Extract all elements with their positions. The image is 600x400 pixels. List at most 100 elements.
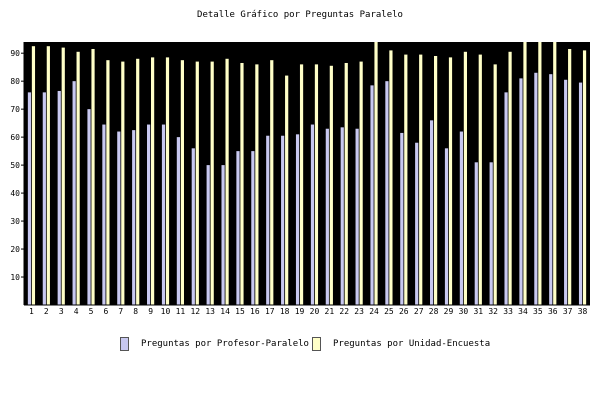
- bar-series1-cat-36: [553, 42, 557, 305]
- bar-series0-cat-11: [176, 137, 180, 305]
- y-tick-label-60: 60: [10, 133, 20, 142]
- bar-series1-cat-1: [31, 46, 36, 305]
- bar-series1-cat-18: [285, 75, 289, 306]
- legend-label-profesor: Preguntas por Profesor-Paralelo: [141, 339, 309, 349]
- x-tick-label-22: 22: [339, 307, 349, 316]
- x-tick-label-21: 21: [325, 307, 335, 316]
- bar-series0-cat-26: [400, 132, 404, 305]
- x-tick-label-16: 16: [250, 307, 260, 316]
- x-tick-label-28: 28: [429, 307, 439, 316]
- bar-series0-cat-9: [147, 124, 151, 305]
- bar-series1-cat-28: [434, 55, 438, 305]
- bar-series0-cat-3: [57, 90, 61, 305]
- x-tick-label-4: 4: [74, 307, 79, 316]
- chart-title: Detalle Gráfico por Preguntas Paralelo: [197, 10, 403, 20]
- bar-series0-cat-36: [549, 74, 553, 305]
- x-tick-label-31: 31: [473, 307, 483, 316]
- bar-series1-cat-19: [299, 64, 304, 305]
- bar-series0-cat-12: [191, 148, 195, 305]
- bar-series0-cat-33: [504, 92, 508, 306]
- y-tick-label-10: 10: [10, 273, 20, 282]
- x-tick-label-32: 32: [488, 307, 498, 316]
- bar-series1-cat-31: [478, 54, 482, 306]
- y-tick-label-90: 90: [10, 49, 20, 58]
- bar-series0-cat-24: [370, 85, 374, 305]
- x-tick-label-3: 3: [59, 307, 64, 316]
- x-tick-label-12: 12: [190, 307, 200, 316]
- bar-series0-cat-18: [281, 135, 285, 305]
- x-tick-label-6: 6: [104, 307, 109, 316]
- legend-item-unidad: Preguntas por Unidad-Encuesta: [312, 336, 490, 352]
- legend-swatch-profesor: [120, 337, 129, 351]
- bar-series0-cat-29: [444, 148, 449, 305]
- x-tick-label-38: 38: [578, 307, 588, 316]
- bar-series0-cat-19: [295, 134, 300, 305]
- bar-series0-cat-22: [340, 127, 344, 305]
- x-tick-label-30: 30: [459, 307, 469, 316]
- bar-series0-cat-6: [102, 124, 106, 305]
- x-tick-label-2: 2: [44, 307, 49, 316]
- bar-series1-cat-35: [538, 42, 542, 305]
- bar-series1-cat-24: [374, 42, 378, 305]
- bar-series0-cat-8: [132, 130, 136, 305]
- legend-swatch-unidad: [312, 337, 321, 351]
- x-tick-label-18: 18: [280, 307, 290, 316]
- x-tick-label-35: 35: [533, 307, 543, 316]
- bar-series1-cat-5: [91, 48, 95, 305]
- x-tick-label-7: 7: [118, 307, 123, 316]
- bar-series0-cat-17: [266, 135, 270, 305]
- x-tick-label-19: 19: [295, 307, 305, 316]
- x-tick-label-17: 17: [265, 307, 275, 316]
- bar-series1-cat-34: [523, 42, 527, 305]
- bar-series1-cat-10: [165, 57, 170, 305]
- bar-series0-cat-30: [459, 131, 463, 305]
- bar-series0-cat-20: [310, 124, 315, 305]
- x-tick-label-15: 15: [235, 307, 245, 316]
- x-tick-label-5: 5: [89, 307, 94, 316]
- bar-series0-cat-21: [325, 128, 329, 305]
- bar-series0-cat-35: [534, 72, 538, 305]
- x-tick-label-10: 10: [161, 307, 171, 316]
- x-tick-label-1: 1: [29, 307, 34, 316]
- x-tick-label-27: 27: [414, 307, 424, 316]
- y-tick-label-50: 50: [10, 161, 20, 170]
- bar-series1-cat-14: [225, 58, 229, 306]
- y-tick-label-40: 40: [10, 189, 20, 198]
- x-tick-label-36: 36: [548, 307, 558, 316]
- x-tick-label-24: 24: [369, 307, 379, 316]
- bar-series1-cat-17: [270, 60, 274, 305]
- bar-series0-cat-32: [489, 162, 493, 305]
- bar-series1-cat-26: [404, 54, 408, 306]
- bar-series0-cat-15: [236, 151, 240, 305]
- x-tick-label-23: 23: [354, 307, 364, 316]
- bar-series1-cat-27: [419, 54, 423, 306]
- bar-series1-cat-8: [136, 58, 140, 306]
- bar-series0-cat-14: [221, 165, 225, 305]
- bar-series0-cat-16: [251, 151, 255, 305]
- bar-series1-cat-29: [448, 57, 453, 305]
- x-tick-label-9: 9: [148, 307, 153, 316]
- bar-series1-cat-38: [582, 50, 587, 305]
- x-tick-label-11: 11: [176, 307, 186, 316]
- bar-series0-cat-4: [72, 81, 76, 305]
- bar-series0-cat-28: [430, 120, 434, 305]
- bar-series0-cat-5: [87, 109, 91, 306]
- bar-series1-cat-37: [568, 48, 572, 305]
- bar-series1-cat-12: [195, 61, 199, 305]
- legend-label-unidad: Preguntas por Unidad-Encuesta: [333, 339, 491, 349]
- bar-series0-cat-38: [578, 82, 583, 305]
- bar-series0-cat-23: [355, 128, 359, 305]
- x-tick-label-34: 34: [518, 307, 528, 316]
- bar-series1-cat-2: [46, 46, 50, 305]
- y-tick-label-80: 80: [10, 77, 20, 86]
- x-tick-label-26: 26: [399, 307, 409, 316]
- x-tick-label-13: 13: [205, 307, 215, 316]
- bar-series1-cat-3: [61, 47, 65, 306]
- bar-series0-cat-2: [42, 92, 46, 306]
- bar-series0-cat-1: [27, 92, 32, 306]
- bar-series1-cat-15: [240, 62, 244, 306]
- x-tick-label-25: 25: [384, 307, 394, 316]
- bar-series1-cat-22: [344, 62, 348, 306]
- bar-series1-cat-7: [121, 61, 125, 305]
